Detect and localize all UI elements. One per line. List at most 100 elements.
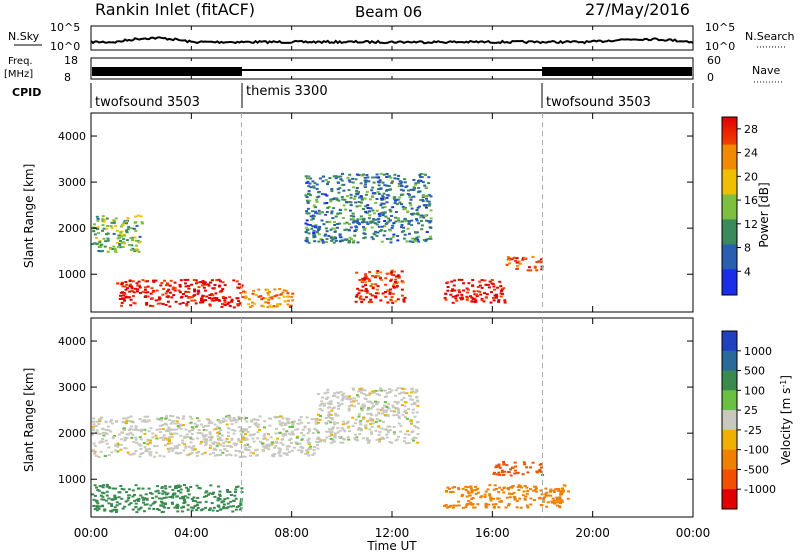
heatmap-cell [95,425,98,428]
heatmap-cell [118,491,122,494]
heatmap-cell [379,181,383,183]
heatmap-cell [139,453,143,455]
heatmap-cell [374,230,378,233]
heatmap-cell [171,415,175,418]
heatmap-cell [498,473,502,476]
heatmap-cell [204,299,208,302]
heatmap-cell [167,507,171,509]
heatmap-cell [97,455,101,458]
heatmap-cell [405,417,409,420]
heatmap-cell [427,182,431,185]
heatmap-cell [184,295,188,298]
heatmap-cell [507,504,510,507]
heatmap-cell [382,410,386,413]
heatmap-cell [212,491,216,494]
heatmap-cell [291,432,295,435]
heatmap-cell [323,402,326,405]
heatmap-cell [351,424,355,427]
heatmap-cell [241,437,245,440]
heatmap-cell [316,431,320,434]
heatmap-cell [152,280,156,283]
heatmap-cell [269,417,272,420]
freq-band-left [92,67,242,76]
heatmap-cell [134,229,138,232]
heatmap-cell [340,179,344,182]
heatmap-cell [353,220,357,223]
heatmap-cell [479,496,483,499]
heatmap-cell [154,299,158,302]
heatmap-cell [324,227,328,230]
heatmap-cell [242,428,246,431]
heatmap-cell [456,487,460,490]
heatmap-cell [365,291,369,294]
heatmap-cell [470,491,474,494]
heatmap-cell [151,305,155,307]
heatmap-cell [116,450,120,453]
heatmap-cell [362,416,366,419]
heatmap-cell [394,300,398,303]
heatmap-cell [336,212,340,215]
heatmap-cell [222,417,226,420]
heatmap-cell [210,421,214,424]
heatmap-cell [337,175,341,178]
heatmap-cell [429,209,433,212]
heatmap-cell [364,427,368,430]
heatmap-cell [560,500,564,503]
heatmap-cell [211,493,215,495]
heatmap-cell [397,422,401,425]
heatmap-cell [485,293,489,296]
heatmap-cell [172,286,176,289]
heatmap-cell [315,231,319,234]
heatmap-cell [411,430,415,433]
heatmap-cell [211,509,215,512]
heatmap-cell [144,450,148,453]
heatmap-cell [412,195,416,198]
heatmap-cell [483,292,486,295]
heatmap-cell [284,289,288,292]
heatmap-cell [243,291,247,294]
heatmap-cell [234,444,237,447]
heatmap-cell [140,430,143,433]
heatmap-cell [476,503,480,506]
nave-tick-lo: 0 [707,71,714,84]
heatmap-cell [346,398,350,401]
heatmap-cell [227,427,231,430]
heatmap-cell [145,303,149,306]
power-colorbar-tick: 20 [744,170,758,183]
heatmap-cell [395,414,399,417]
heatmap-cell [542,498,545,501]
heatmap-cell [367,301,371,304]
heatmap-cell [195,417,199,420]
heatmap-cell [122,234,126,237]
heatmap-cell [245,444,249,446]
heatmap-cell [358,296,362,299]
heatmap-cell [378,419,382,422]
heatmap-cell [155,445,159,448]
heatmap-cell [394,216,398,219]
heatmap-cell [364,193,368,196]
heatmap-cell [334,239,338,242]
heatmap-cell [311,210,314,213]
heatmap-cell [128,427,132,430]
heatmap-cell [421,200,425,203]
heatmap-cell [489,499,493,502]
heatmap-cell [127,225,131,228]
heatmap-cell [332,421,336,424]
heatmap-cell [561,489,565,492]
heatmap-cell [135,511,139,514]
heatmap-cell [122,221,126,224]
velocity-colorbar-block [722,370,737,391]
heatmap-cell [256,426,260,428]
heatmap-cell [335,197,339,200]
heatmap-cell [199,423,203,426]
heatmap-cell [424,173,427,176]
heatmap-cell [357,395,361,398]
heatmap-cell [170,296,174,299]
heatmap-cell [532,489,535,492]
heatmap-cell [304,175,308,178]
heatmap-cell [209,281,212,284]
heatmap-cell [462,289,466,292]
heatmap-cell [204,506,208,509]
heatmap-cell [338,187,342,190]
heatmap-cell [334,432,337,435]
